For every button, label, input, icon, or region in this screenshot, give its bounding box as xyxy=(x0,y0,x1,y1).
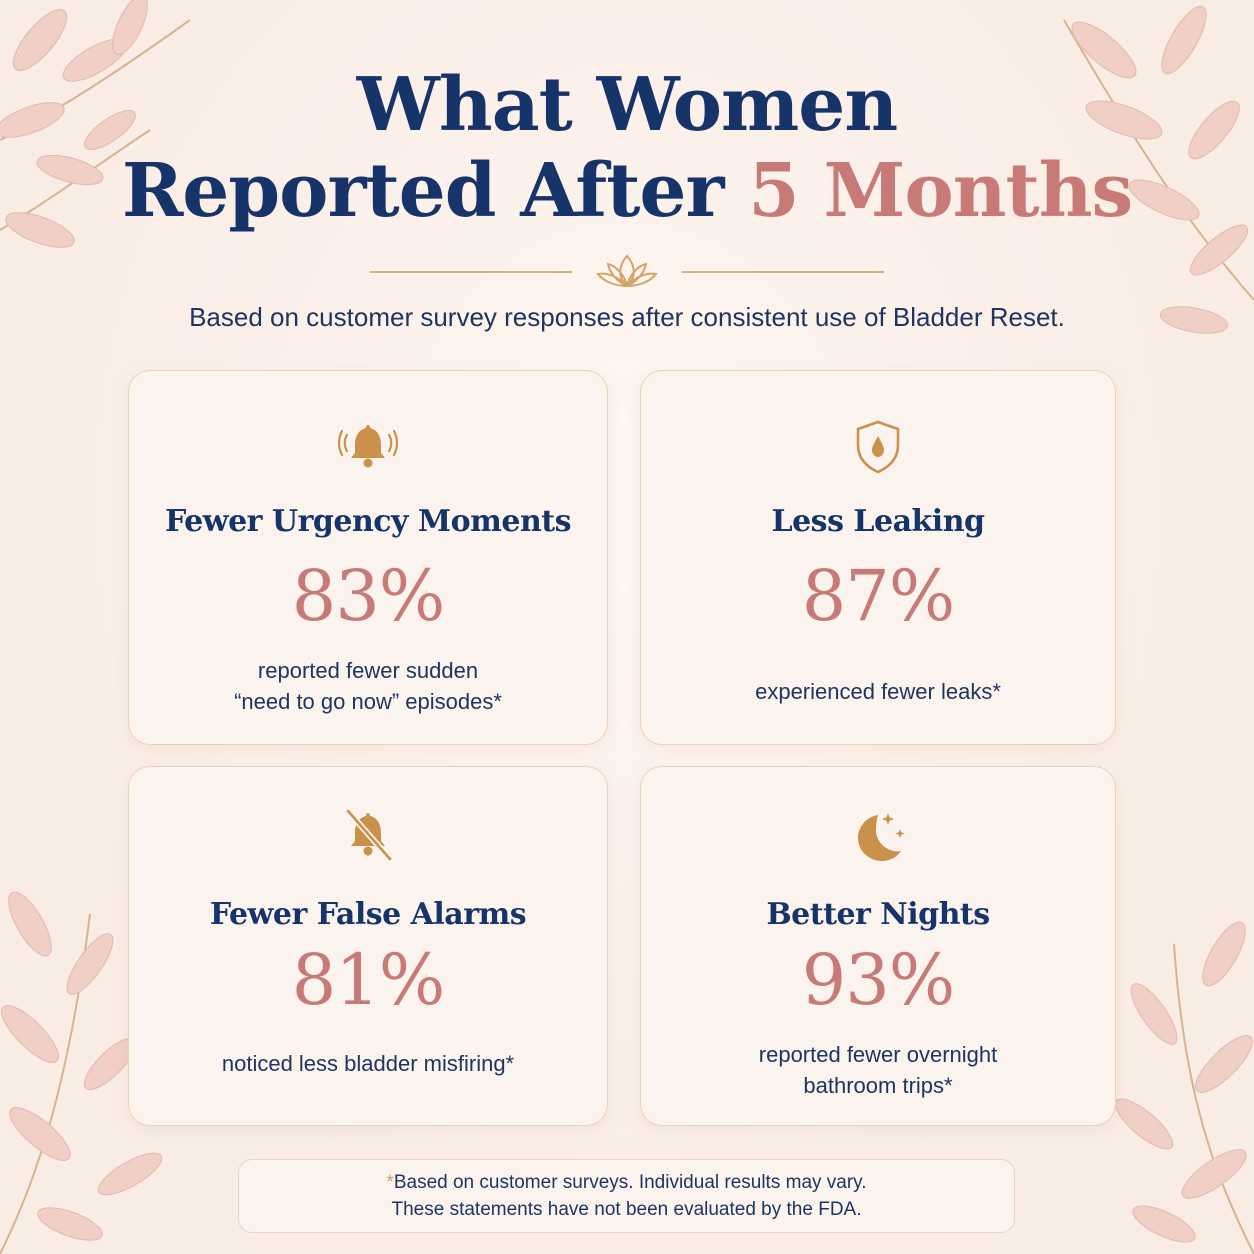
card-title-nights: Better Nights xyxy=(766,897,990,932)
stat-card-false-alarms: Fewer False Alarms 81% noticed less blad… xyxy=(128,766,608,1126)
title-line-2-main: Reported After xyxy=(121,148,725,234)
title-line-1: What Women xyxy=(356,62,898,148)
card-percent-urgency: 83% xyxy=(291,555,446,637)
card-description-line: reported fewer sudden xyxy=(257,658,479,683)
disclaimer-text-1: Based on customer surveys. Individual re… xyxy=(393,1172,867,1193)
card-title-urgency: Fewer Urgency Moments xyxy=(165,504,572,539)
shield-drop-icon xyxy=(856,420,900,474)
page-title: What Women Reported After 5 Months xyxy=(0,62,1254,234)
disclaimer-line-2: These statements have not been evaluated… xyxy=(391,1199,862,1220)
title-line-2: Reported After 5 Months xyxy=(0,148,1254,234)
subtitle: Based on customer survey responses after… xyxy=(189,302,1065,332)
card-description-line: reported fewer overnight xyxy=(758,1042,998,1067)
divider-line-left xyxy=(370,271,572,273)
moon-stars-icon xyxy=(858,813,905,861)
card-description-line: noticed less bladder misfiring* xyxy=(221,1051,515,1076)
card-percent-leaking: 87% xyxy=(801,555,956,637)
card-description-urgency: reported fewer sudden “need to go now” e… xyxy=(129,655,607,717)
disclaimer-line-1: *Based on customer surveys. Individual r… xyxy=(239,1169,1014,1196)
card-description-leaking: experienced fewer leaks* xyxy=(641,676,1115,707)
title-accent: 5 Months xyxy=(748,148,1133,234)
lotus-icon xyxy=(596,254,658,288)
card-percent-false-alarms: 81% xyxy=(291,939,446,1021)
stat-card-urgency: Fewer Urgency Moments 83% reported fewer… xyxy=(128,370,608,745)
card-description-line: bathroom trips* xyxy=(803,1073,953,1098)
title-divider xyxy=(370,252,884,292)
stat-card-nights: Better Nights 93% reported fewer overnig… xyxy=(640,766,1116,1126)
card-description-nights: reported fewer overnight bathroom trips* xyxy=(641,1039,1115,1101)
card-title-leaking: Less Leaking xyxy=(771,504,986,539)
card-description-line: experienced fewer leaks* xyxy=(755,679,1001,704)
asterisk: * xyxy=(386,1172,394,1193)
card-description-line: “need to go now” episodes* xyxy=(234,689,502,714)
card-description-false-alarms: noticed less bladder misfiring* xyxy=(129,1048,607,1079)
stat-card-leaking: Less Leaking 87% experienced fewer leaks… xyxy=(640,370,1116,745)
disclaimer-box: *Based on customer surveys. Individual r… xyxy=(238,1159,1015,1233)
card-title-false-alarms: Fewer False Alarms xyxy=(209,897,527,932)
ringing-bell-icon xyxy=(338,425,398,468)
bell-off-icon xyxy=(345,809,393,861)
divider-line-right xyxy=(682,271,884,273)
card-percent-nights: 93% xyxy=(801,939,956,1021)
